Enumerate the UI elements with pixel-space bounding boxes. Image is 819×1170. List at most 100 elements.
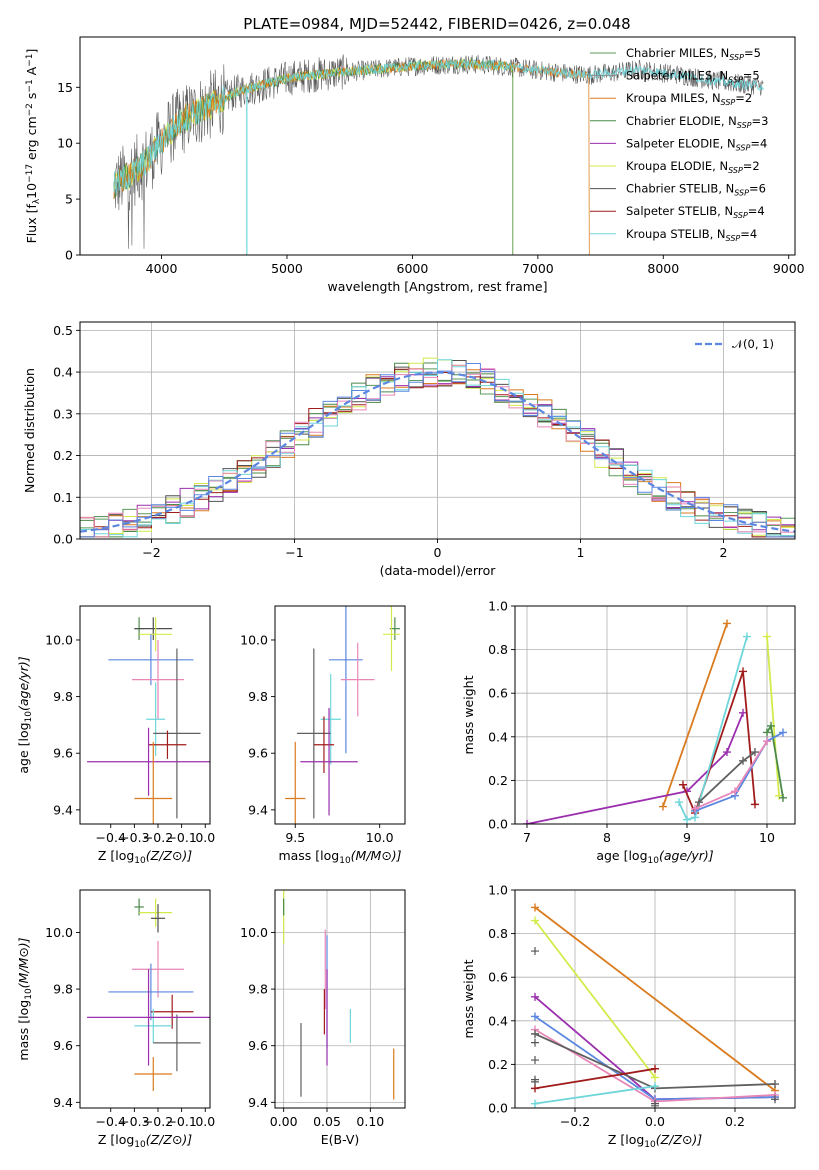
weight-point-marker (651, 1082, 659, 1091)
y-tick-label: 9.8 (53, 982, 73, 997)
legend-label: Chabrier ELODIE, NSSP=3 (626, 114, 768, 130)
x-axis-label: wavelength [Angstrom, rest frame] (327, 279, 547, 294)
y-tick-label: 10.0 (240, 632, 268, 647)
weight-point-marker (531, 947, 539, 956)
axes-frame (79, 889, 211, 1109)
plot-area (285, 606, 400, 824)
weight-point-marker (523, 820, 531, 824)
x-axis-label: mass [log10(M/M⊙)] (278, 848, 401, 866)
y-tick-label: 0.0 (53, 532, 73, 547)
x-tick-label: 0.0 (195, 1114, 215, 1129)
panel-ebv-mass: 0.00 0.05 0.10 9.4 9.6 9.8 10.0 E(B-V) (240, 889, 406, 1147)
y-tick-label: 0.2 (488, 1057, 508, 1072)
weight-point-marker (771, 1080, 779, 1089)
weight-point-marker (659, 802, 667, 811)
y-axis-label: Flux [fλ10−17 erg cm−2 s−1 A−1] (24, 49, 42, 244)
y-axis-label: mass weight (461, 959, 476, 1038)
y-tick-label: 0.2 (53, 448, 73, 463)
legend-label: Kroupa MILES, NSSP=2 (626, 91, 752, 107)
y-tick-label: 9.8 (53, 689, 73, 704)
plot-area (80, 322, 795, 539)
y-tick-label: 0.6 (488, 686, 508, 701)
y-tick-label: 10.0 (45, 925, 73, 940)
weight-series-line (682, 671, 756, 816)
plot-area (515, 606, 795, 824)
y-tick-label: 5 (65, 192, 73, 207)
weight-series-line (694, 740, 768, 810)
histogram-step-7 (80, 359, 795, 538)
x-tick-label: −1 (285, 545, 303, 560)
weight-point-marker (739, 708, 747, 717)
weight-point-marker (739, 667, 747, 676)
legend-label: Kroupa STELIB, NSSP=4 (626, 227, 757, 243)
x-tick-label: 0 (434, 545, 442, 560)
axes-frame (79, 36, 796, 256)
axes-frame (274, 605, 406, 825)
weight-point-marker (531, 1056, 539, 1065)
legend-label: Salpeter STELIB, NSSP=4 (626, 204, 765, 220)
model-kroupa-stelib-line (113, 58, 764, 194)
x-axis-label: Z [log10(Z/Z⊙)] (98, 848, 192, 866)
x-tick-label: 10 (759, 830, 775, 845)
legend-label: Salpeter ELODIE, NSSP=4 (626, 136, 767, 152)
x-tick-label: 4000 (146, 261, 178, 276)
x-tick-label: 5000 (271, 261, 303, 276)
weight-point-marker (675, 798, 683, 807)
x-tick-label: 7 (523, 830, 531, 845)
plot-area (113, 54, 764, 255)
weight-series-line (694, 731, 784, 812)
y-tick-label: 15 (57, 80, 73, 95)
x-tick-label: −0.1 (166, 830, 196, 845)
x-tick-label: 9.5 (285, 830, 305, 845)
x-tick-label: 9 (683, 830, 691, 845)
x-tick-label: 0.05 (313, 1114, 341, 1129)
weight-series-line (678, 636, 748, 821)
y-tick-label: 0.8 (488, 926, 508, 941)
normal-curve (80, 371, 795, 533)
y-tick-label: 9.8 (248, 982, 268, 997)
x-axis-label: Z [log10(Z/Z⊙)] (608, 1132, 702, 1150)
legend-label: Salpeter MILES, NSSP=5 (626, 69, 760, 85)
y-tick-label: 9.8 (248, 689, 268, 704)
x-tick-label: −0.2 (560, 1114, 590, 1129)
axes-frame (514, 605, 796, 825)
legend-label: Chabrier STELIB, NSSP=6 (626, 182, 766, 198)
x-axis-label: Z [log10(Z/Z⊙)] (98, 1132, 192, 1150)
weight-point-marker (651, 1099, 659, 1108)
y-tick-label: 9.4 (248, 1095, 268, 1110)
weight-point-marker (779, 793, 787, 802)
x-tick-label: 0.10 (356, 1114, 384, 1129)
weight-point-marker (531, 1038, 539, 1047)
weight-point-marker (751, 800, 759, 809)
x-tick-label: 8 (603, 830, 611, 845)
y-tick-label: 9.6 (248, 746, 268, 761)
weight-point-marker (763, 728, 771, 737)
x-tick-label: −2 (142, 545, 160, 560)
panel-mass-age: 9.5 10.0 9.4 9.6 9.8 10.0 mass [log10(M/M⊙)] (240, 605, 406, 866)
histogram-step-8 (80, 364, 795, 538)
weight-point-marker (683, 815, 691, 824)
y-tick-label: 0.4 (488, 729, 508, 744)
weight-point-marker (771, 1095, 779, 1104)
y-tick-label: 10 (57, 136, 73, 151)
weight-point-marker (739, 756, 747, 765)
panel-z-weight: −0.2 0.0 0.2 0.0 0.2 0.4 0.6 0.8 1.0 Z [log10(Z/Z… (461, 883, 796, 1150)
weight-point-marker (531, 1012, 539, 1021)
figure-title: PLATE=0984, MJD=52442, FIBERID=0426, z=0… (243, 15, 630, 33)
plot-area (87, 617, 210, 824)
weight-series-line (534, 919, 656, 1079)
weight-point-marker (779, 728, 787, 737)
panel-z-age: −0.4−0.3−0.2−0.10.0 9.4 9.6 9.8 10.0 Z [log10… (16, 605, 215, 866)
y-axis-label: mass [log10(M/M⊙)] (16, 937, 34, 1060)
x-tick-label: −0.4 (96, 830, 126, 845)
weight-point-marker (651, 1064, 659, 1073)
weight-series-line (662, 623, 728, 807)
y-tick-label: 9.6 (248, 1038, 268, 1053)
x-tick-label: 9000 (773, 261, 805, 276)
x-tick-label: −0.2 (143, 1114, 173, 1129)
x-tick-label: −0.2 (143, 830, 173, 845)
y-tick-label: 0.0 (488, 817, 508, 832)
y-tick-label: 1.0 (488, 599, 508, 614)
y-tick-label: 1.0 (488, 883, 508, 898)
panel-spectrum: 4000 5000 6000 7000 8000 9000 0 5 10 15 Chabrier M… (24, 36, 805, 294)
